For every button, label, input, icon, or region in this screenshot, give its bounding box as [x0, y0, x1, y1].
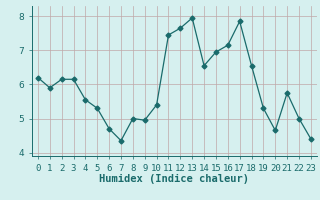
X-axis label: Humidex (Indice chaleur): Humidex (Indice chaleur): [100, 174, 249, 184]
